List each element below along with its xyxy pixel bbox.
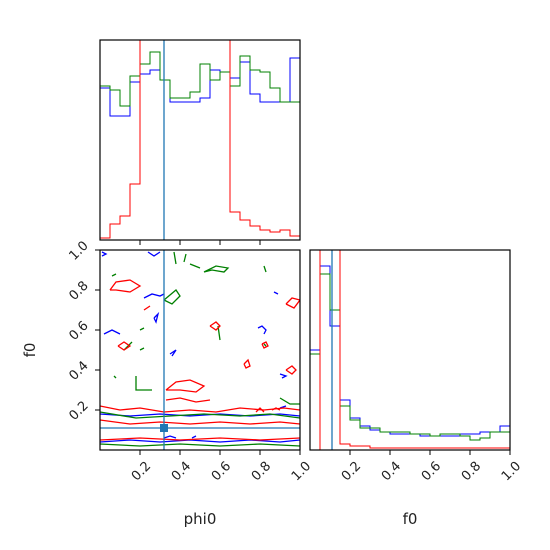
f0-x-tick-label: 0.4 (379, 459, 404, 484)
contour-blue (100, 439, 300, 443)
contour-red (100, 437, 300, 441)
contour-blue (279, 373, 288, 379)
f0-y-tick-label: 0.8 (66, 278, 91, 303)
phi0-histogram-panel (99, 39, 301, 245)
f0-y-tick-label: 0.6 (66, 318, 91, 343)
contour-red (117, 341, 132, 351)
contour-blue (147, 251, 161, 257)
f0-histogram-series (310, 250, 510, 450)
f0-y-tick-label: 1.0 (66, 238, 91, 263)
phi0-x-tick-label: 1.0 (289, 459, 314, 484)
contour-series (100, 251, 300, 447)
phi0-x-tick-label: 0.6 (209, 459, 234, 484)
phi0-histogram-frame (99, 39, 301, 241)
contour-red (100, 419, 300, 425)
phi0-histogram-series (100, 40, 300, 240)
f0-x-tick-label: 1.0 (499, 459, 524, 484)
contour-red (165, 397, 211, 403)
f0-y-tick-label: 0.4 (66, 358, 91, 383)
contour-blue (191, 435, 197, 439)
y-axis-label-f0: f0 (21, 343, 39, 358)
f0-histogram-frame (309, 249, 511, 451)
contour-green (111, 273, 117, 277)
x-axis-label-phi0: phi0 (184, 510, 217, 528)
f0-hist-blue (310, 265, 510, 450)
f0-histogram-panel: 0.2 0.4 0.6 0.8 1.0 (309, 249, 524, 484)
contour-green (135, 376, 152, 391)
contour-red (143, 305, 151, 311)
contour-red (243, 358, 251, 369)
contour-red (285, 297, 300, 309)
f0-x-tick-label: 0.6 (419, 459, 444, 484)
contour-blue (169, 349, 177, 357)
contour-green (279, 397, 300, 405)
contour-red (165, 379, 206, 393)
contour-green (173, 251, 177, 265)
contour-blue (143, 293, 165, 299)
phi0-f0-contour-panel: 0.2 0.4 0.6 0.8 1.0 0.2 0.4 0.6 0.8 1.0 (66, 238, 314, 484)
contour-frame (99, 249, 301, 451)
f0-y-tick-label: 0.2 (66, 398, 91, 423)
phi0-x-tick-label: 0.2 (129, 459, 154, 484)
contour-red (271, 407, 281, 411)
contour-red (209, 321, 221, 331)
phi0-hist-red (100, 40, 300, 240)
contour-green (113, 375, 117, 379)
contour-green (139, 327, 145, 331)
contour-red (100, 405, 300, 413)
phi0-hist-green (100, 51, 300, 240)
contour-red (255, 407, 265, 413)
contour-blue (101, 251, 108, 257)
contour-green (163, 289, 181, 305)
contour-red (109, 279, 142, 293)
joint-truth-marker (160, 424, 168, 432)
contour-green (139, 347, 145, 351)
contour-blue (153, 311, 160, 324)
contour-blue (273, 291, 279, 295)
contour-green (263, 343, 267, 347)
x-axis-label-f0: f0 (403, 510, 418, 528)
contour-red (261, 341, 269, 349)
contour-blue (257, 325, 267, 335)
f0-hist-red (310, 250, 510, 450)
phi0-x-tick-label: 0.4 (169, 459, 194, 484)
contour-blue (163, 435, 177, 439)
contour-green (183, 253, 187, 263)
contour-green (263, 265, 267, 273)
f0-hist-green (310, 273, 510, 450)
f0-x-tick-label: 0.2 (339, 459, 364, 484)
contour-green (100, 411, 300, 419)
contour-green (189, 263, 201, 269)
contour-red (285, 365, 297, 375)
f0-x-tick-label: 0.8 (459, 459, 484, 484)
contour-green (100, 443, 300, 447)
contour-green (203, 265, 230, 273)
contour-blue (103, 329, 121, 335)
phi0-x-tick-label: 0.8 (249, 459, 274, 484)
